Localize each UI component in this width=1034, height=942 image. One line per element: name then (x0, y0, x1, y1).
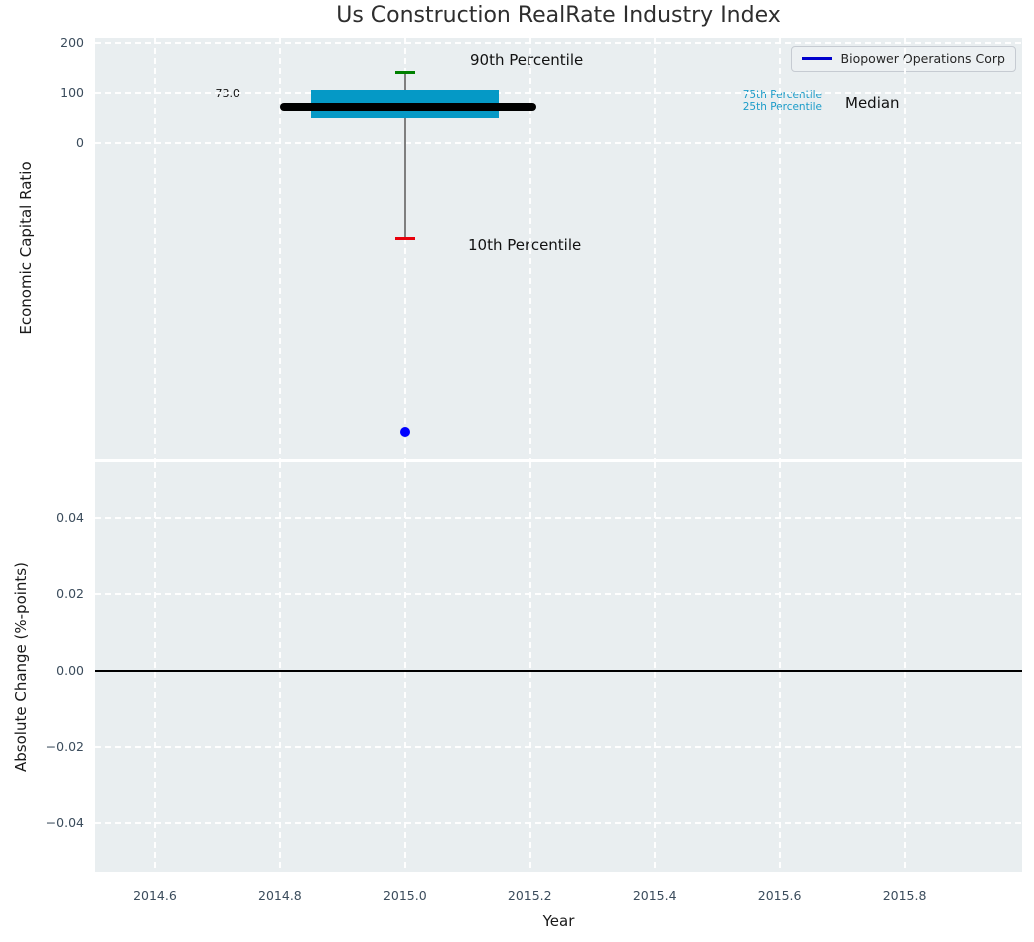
whisker-line (404, 72, 406, 239)
x-tick-label: 2015.0 (382, 888, 427, 903)
gridline-vertical (153, 462, 156, 872)
bottom-axes (95, 462, 1022, 872)
y-tick-label: 200 (60, 34, 84, 50)
legend: Biopower Operations Corp (790, 46, 1016, 72)
annotation-75th-percentile: 75th Percentile (742, 89, 822, 101)
gridline-vertical (403, 462, 406, 872)
x-tick-label: 2015.2 (507, 888, 552, 903)
x-tick-label: 2015.6 (757, 888, 802, 903)
gridline-vertical (903, 462, 906, 872)
gridline-vertical (778, 462, 781, 872)
gridline-vertical (528, 462, 531, 872)
x-tick-label: 2015.4 (632, 888, 677, 903)
gridline-horizontal (95, 142, 1022, 145)
gridline-vertical (278, 462, 281, 872)
annotation-25th-percentile: 25th Percentile (742, 100, 822, 113)
gridline-horizontal (95, 41, 1022, 44)
legend-label: Biopower Operations Corp (840, 51, 1005, 66)
gridline-vertical (653, 38, 656, 459)
gridline-horizontal (95, 745, 1022, 748)
chart-title: Us Construction RealRate Industry Index (336, 3, 781, 28)
p10-cap (394, 237, 415, 241)
p90-cap (394, 71, 415, 75)
top-ylabel: Economic Capital Ratio (17, 161, 35, 335)
annotation-quartiles: 75th Percentile 25th Percentile (742, 89, 822, 113)
series-point (399, 427, 410, 438)
legend-line-swatch (801, 57, 832, 60)
xlabel: Year (542, 912, 575, 930)
y-tick-label: 0.00 (56, 662, 84, 678)
gridline-vertical (653, 462, 656, 872)
gridline-horizontal (95, 822, 1022, 825)
annotation-median: Median (845, 94, 900, 112)
gridline-vertical (153, 38, 156, 459)
x-tick-label: 2015.8 (882, 888, 927, 903)
zero-line (95, 669, 1022, 672)
median-line (279, 102, 536, 111)
gridline-horizontal (95, 593, 1022, 596)
annotation-90th-percentile: 90th Percentile (470, 51, 584, 69)
annotation-median-value: 73.0 (215, 87, 241, 100)
y-tick-label: 100 (60, 84, 84, 100)
top-axes: 90th Percentile 10th Percentile Median 7… (95, 38, 1022, 459)
y-tick-label: 0 (76, 135, 84, 151)
gridline-horizontal (95, 517, 1022, 520)
y-tick-label: 0.02 (56, 586, 84, 602)
x-tick-label: 2014.6 (133, 888, 177, 903)
gridline-vertical (278, 38, 281, 459)
annotation-10th-percentile: 10th Percentile (468, 236, 582, 254)
y-tick-label: 0.04 (56, 510, 84, 526)
y-tick-label: −0.04 (45, 815, 84, 831)
y-tick-label: −0.02 (45, 738, 84, 754)
gridline-vertical (903, 38, 906, 459)
x-tick-label: 2014.8 (258, 888, 302, 903)
